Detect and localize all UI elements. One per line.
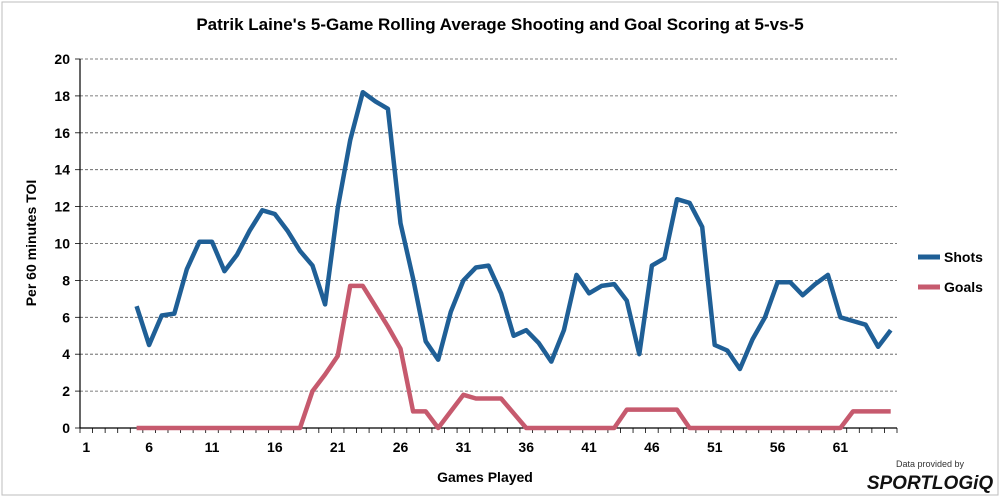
legend-label-goals: Goals: [944, 279, 983, 295]
x-tick-label: 6: [145, 439, 153, 455]
y-tick-label: 10: [54, 236, 70, 252]
x-tick-label: 56: [770, 439, 786, 455]
legend-label-shots: Shots: [944, 249, 983, 265]
x-tick-label: 31: [456, 439, 472, 455]
data-provided-by-text: Data provided by: [896, 459, 965, 469]
y-tick-label: 6: [62, 309, 70, 325]
grid: [80, 58, 897, 392]
x-tick-labels: 1 6 11 16 21 26 31 36 41 46 51 56 61: [82, 439, 848, 455]
y-tick-label: 20: [54, 51, 70, 67]
x-tick-label: 21: [330, 439, 346, 455]
sportlogiq-logo: SPORTLOGiQ: [867, 473, 994, 494]
x-tick-label: 51: [707, 439, 723, 455]
y-tick-label: 18: [54, 88, 70, 104]
y-tick-label: 14: [54, 162, 70, 178]
y-axis-label: Per 60 minutes TOI: [23, 180, 39, 307]
chart-title: Patrik Laine's 5-Game Rolling Average Sh…: [196, 15, 803, 34]
x-tick-label: 1: [82, 439, 90, 455]
x-tick-label: 61: [833, 439, 849, 455]
x-tick-label: 26: [393, 439, 409, 455]
x-tick-label: 41: [581, 439, 597, 455]
x-tick-label: 36: [518, 439, 534, 455]
x-tick-label: 46: [644, 439, 660, 455]
y-tick-label: 16: [54, 125, 70, 141]
x-axis-label: Games Played: [437, 469, 533, 485]
y-tick-label: 8: [62, 272, 70, 288]
y-tick-label: 12: [54, 199, 70, 215]
y-tick-label: 2: [62, 383, 70, 399]
y-tick-label: 4: [62, 346, 70, 362]
series-line-goals: [136, 283, 891, 431]
x-tick-label: 16: [267, 439, 283, 455]
legend: Shots Goals: [918, 249, 983, 295]
x-tick-label: 11: [205, 439, 220, 455]
series-lines: [134, 89, 893, 431]
y-tick-label: 0: [62, 420, 70, 436]
series-line-shots: [134, 89, 893, 372]
y-tick-labels: 0 2 4 6 8 10 12 14 16 18 20: [54, 51, 70, 436]
